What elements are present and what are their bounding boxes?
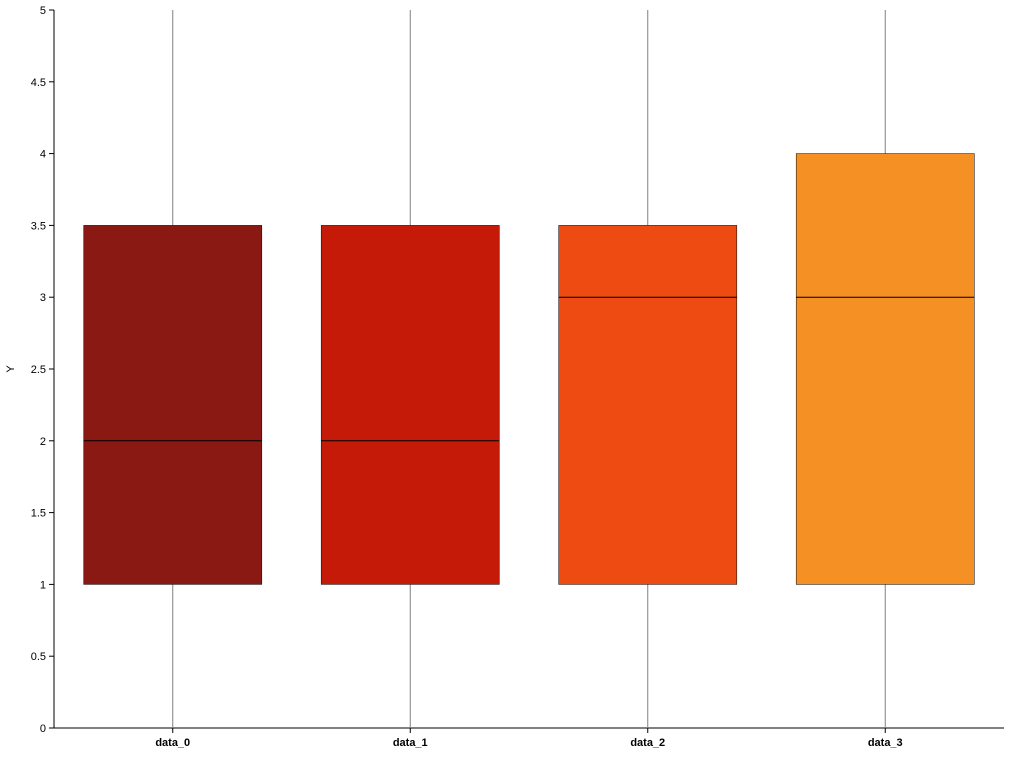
y-tick-label: 1	[40, 579, 46, 591]
y-tick-label: 1.5	[31, 508, 46, 520]
category-label: data_0	[155, 737, 190, 749]
y-tick-label: 2	[40, 436, 46, 448]
y-tick-label: 0	[40, 723, 46, 735]
y-tick-label: 2.5	[31, 364, 46, 376]
boxplot-chart: 0 0.5 1 1.5 2 2.5 3 3.5 4 4.5 5 Ydata_0 data_1 data_2…	[0, 0, 1024, 768]
y-tick-label: 5	[40, 5, 46, 17]
y-tick-label: 3.5	[31, 220, 46, 232]
box	[321, 225, 499, 584]
category-label: data_2	[630, 737, 665, 749]
y-tick-label: 3	[40, 292, 46, 304]
chart-svg: 0 0.5 1 1.5 2 2.5 3 3.5 4 4.5 5 Ydata_0 data_1 data_2…	[0, 0, 1024, 768]
y-axis-label: Y	[5, 365, 17, 373]
y-tick-label: 4	[40, 149, 46, 161]
box	[84, 225, 262, 584]
box	[559, 225, 737, 584]
y-tick-label: 0.5	[31, 651, 46, 663]
y-tick-label: 4.5	[31, 77, 46, 89]
category-label: data_1	[393, 737, 428, 749]
box	[796, 154, 974, 585]
category-label: data_3	[868, 737, 903, 749]
